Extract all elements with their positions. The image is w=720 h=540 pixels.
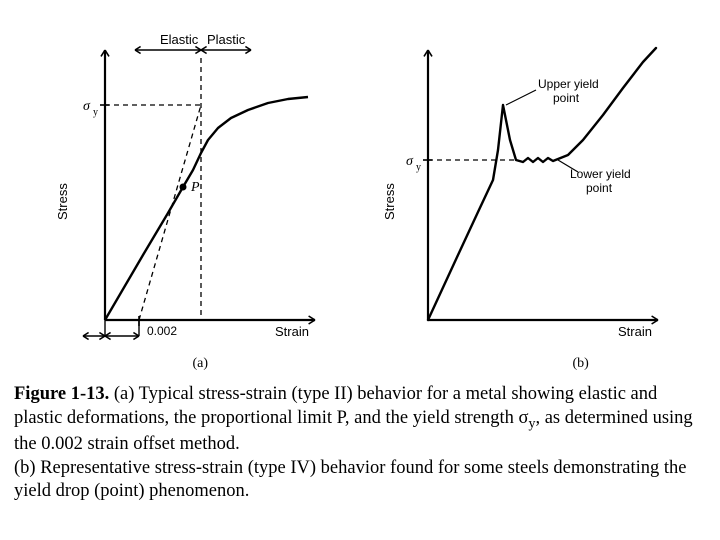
panel-b-sublabel: (b) [573,356,589,372]
panel-b-svg: StrainStressσyUpper yieldpointLower yiel… [368,20,678,370]
panel-a: Strain Stress Elastic Plastic σy P 0.002 (a) [43,20,343,370]
figure-caption: Figure 1-13. (a) Typical stress-strain (… [0,375,720,504]
svg-text:Stress: Stress [382,183,397,220]
caption-text-b: (b) Representative stress-strain (type I… [14,458,687,502]
svg-text:σ: σ [406,154,414,169]
svg-text:Elastic: Elastic [160,32,199,47]
figure-number: Figure 1-13. [14,384,109,404]
svg-text:Upper yield: Upper yield [538,77,599,91]
svg-text:0.002: 0.002 [147,324,177,338]
panel-b: StrainStressσyUpper yieldpointLower yiel… [368,20,678,370]
svg-text:point: point [586,181,613,195]
svg-text:point: point [553,91,580,105]
svg-text:y: y [416,162,421,173]
svg-text:σ: σ [83,99,91,114]
svg-text:Plastic: Plastic [207,32,246,47]
svg-text:Strain: Strain [275,324,309,339]
figure-container: StrainStressElasticPlasticσyP0.002 (a) S… [0,0,720,375]
panel-a-sublabel: (a) [193,356,209,372]
svg-text:Lower yield: Lower yield [570,167,631,181]
svg-text:P: P [190,180,200,195]
panel-a-svg: Strain Stress Elastic Plastic σy P 0.002 [43,20,343,370]
svg-text:Stress: Stress [55,183,70,220]
svg-text:Strain: Strain [618,324,652,339]
svg-text:y: y [93,107,98,118]
